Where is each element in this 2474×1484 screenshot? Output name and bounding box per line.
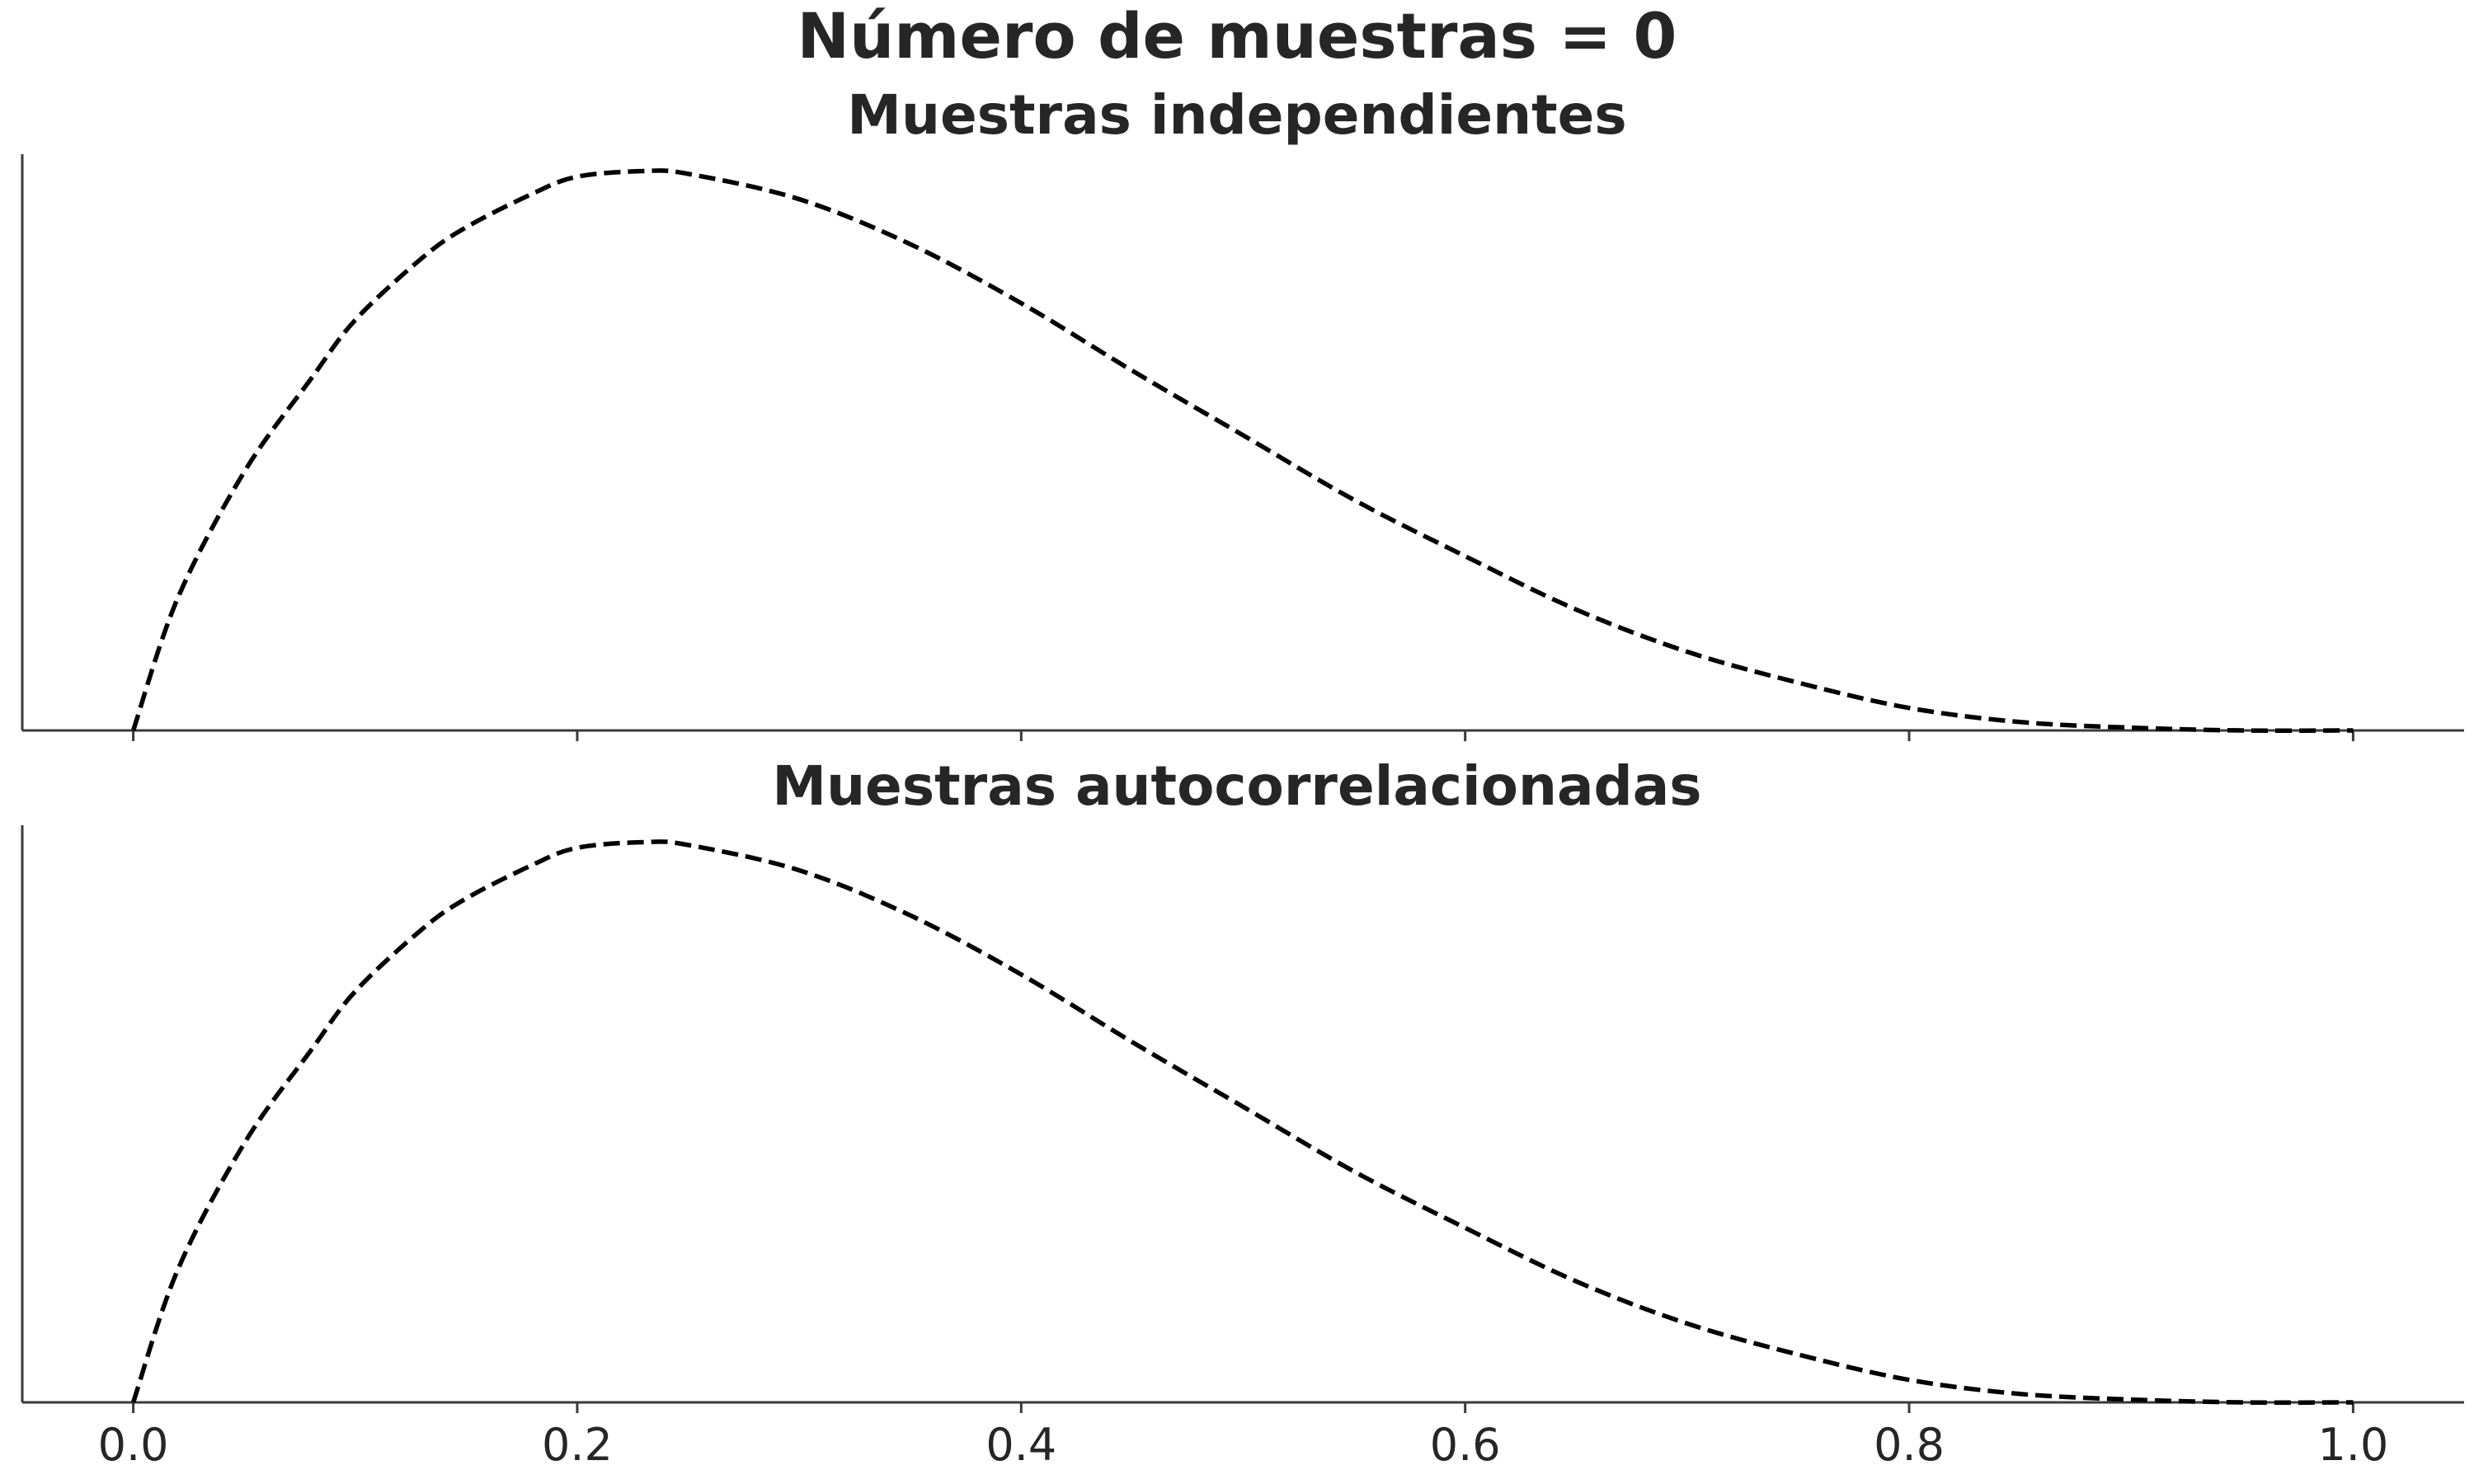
x-ticks	[132, 730, 2354, 741]
x-tick-label: 1.0	[2317, 1419, 2388, 1471]
x-tick-label: 0.8	[1874, 1419, 1945, 1471]
series-layer	[130, 168, 2354, 734]
panel-autocorrelated-samples: Muestras autocorrelacionadas 0.0 0.2 0.4 0.…	[21, 754, 2464, 1471]
panel-title: Muestras independientes	[847, 83, 1626, 147]
x-tick-label: 0.2	[542, 1419, 613, 1471]
density-curve	[130, 839, 2354, 1406]
x-tick-labels: 0.0 0.2 0.4 0.6 0.8 1.0	[98, 1419, 2389, 1471]
x-ticks	[132, 1402, 2354, 1413]
x-tick-label: 0.6	[1430, 1419, 1501, 1471]
density-curve	[130, 168, 2354, 734]
x-tick-label: 0.4	[985, 1419, 1056, 1471]
x-tick-label: 0.0	[98, 1419, 169, 1471]
figure-suptitle: Número de muestras = 0	[797, 0, 1677, 73]
series-layer	[130, 839, 2354, 1406]
panel-independent-samples: Muestras independientes	[21, 83, 2464, 741]
panel-title: Muestras autocorrelacionadas	[772, 754, 1701, 818]
